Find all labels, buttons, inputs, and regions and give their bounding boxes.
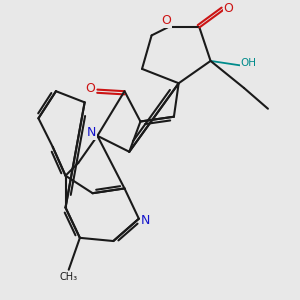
Text: CH₃: CH₃ — [60, 272, 78, 282]
Text: OH: OH — [240, 58, 256, 68]
Text: N: N — [87, 126, 96, 139]
Text: O: O — [85, 82, 95, 95]
Text: O: O — [161, 14, 171, 27]
Text: O: O — [223, 2, 233, 15]
Text: N: N — [141, 214, 151, 227]
